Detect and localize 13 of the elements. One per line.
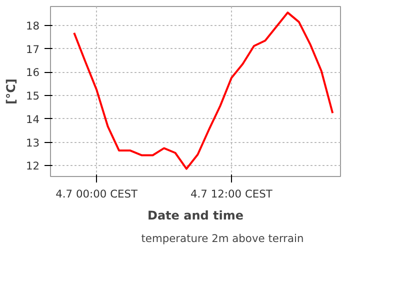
y-tick-label: 13	[26, 136, 40, 150]
text: temperature 2m above terrain	[141, 232, 304, 244]
line-series	[73, 12, 334, 170]
y-tick-label: 14	[26, 112, 40, 126]
y-axis-title: [°C]	[4, 78, 18, 104]
y-tick-label: 16	[26, 66, 40, 80]
y-tick-label: 18	[26, 19, 40, 32]
x-tick-label: 4.7 12:00 CEST	[190, 188, 273, 200]
y-tick-label: 12	[26, 160, 40, 173]
x-axis-title: Date and time	[147, 208, 244, 222]
y-tick-label: 15	[26, 90, 40, 103]
y-tick-label: 17	[26, 42, 40, 56]
x-tick-label: 4.7 00:00 CEST	[56, 188, 138, 200]
